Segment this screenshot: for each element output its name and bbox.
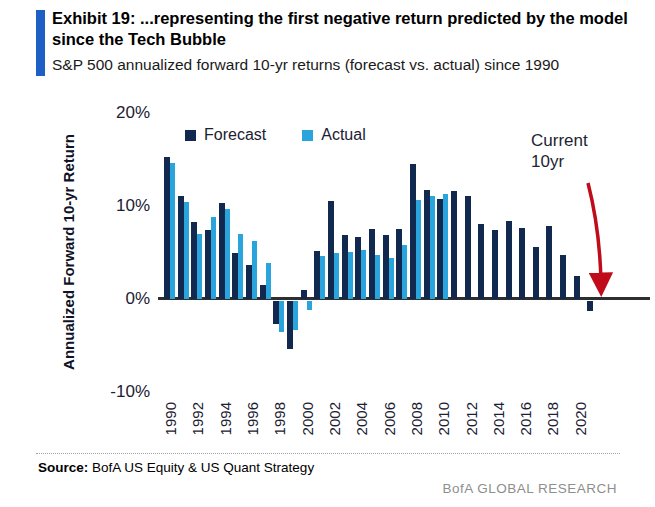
exhibit-page: Exhibit 19: ...representing the first ne…: [0, 0, 655, 507]
bar-actual-2003: [348, 252, 353, 299]
forecast-swatch-icon: [185, 130, 196, 141]
x-tick-label-1992: 1992: [189, 402, 205, 450]
chart-legend: Forecast Actual: [185, 126, 366, 144]
x-tick-label-1990: 1990: [162, 402, 178, 450]
bar-forecast-2011: [451, 191, 457, 299]
y-tick-label-0%: 0%: [88, 289, 150, 309]
bar-actual-1998: [279, 301, 284, 332]
y-tick-label-20%: 20%: [88, 103, 150, 123]
bar-actual-2007: [402, 245, 407, 299]
bar-actual-2009: [430, 196, 435, 299]
bar-actual-1999: [293, 301, 298, 330]
legend-item-forecast: Forecast: [185, 126, 266, 144]
legend-label-forecast: Forecast: [204, 126, 266, 144]
x-tick-label-2010: 2010: [435, 402, 451, 450]
bar-actual-1995: [238, 234, 243, 299]
bar-forecast-2019: [560, 255, 566, 299]
bar-actual-1990: [170, 163, 175, 299]
legend-item-actual: Actual: [302, 126, 365, 144]
brand-footer: BofA GLOBAL RESEARCH: [442, 481, 617, 496]
exhibit-title: Exhibit 19: ...representing the first ne…: [52, 8, 644, 51]
bar-actual-1997: [266, 263, 271, 299]
bar-forecast-2021: [587, 301, 593, 311]
legend-label-actual: Actual: [321, 126, 365, 144]
footer-divider: [36, 453, 620, 454]
bar-actual-2008: [416, 200, 421, 299]
bar-actual-1992: [197, 234, 202, 299]
y-tick-label-10%: 10%: [88, 196, 150, 216]
bar-actual-1991: [184, 202, 189, 299]
bar-actual-1993: [211, 217, 216, 299]
bar-forecast-2000: [301, 290, 307, 299]
x-tick-label-2016: 2016: [517, 402, 533, 450]
x-tick-label-2020: 2020: [572, 402, 588, 450]
source-text: BofA US Equity & US Quant Strategy: [88, 460, 314, 475]
x-tick-label-1998: 1998: [271, 402, 287, 450]
exhibit-subtitle: S&P 500 annualized forward 10-yr returns…: [52, 56, 652, 74]
bar-actual-1996: [252, 241, 257, 299]
bar-actual-2000: [307, 301, 312, 310]
y-axis-title: Annualized Forward 10-yr Return: [60, 107, 100, 397]
x-tick-label-2002: 2002: [326, 402, 342, 450]
bar-actual-2004: [361, 250, 366, 299]
source-line: Source: BofA US Equity & US Quant Strate…: [38, 460, 314, 475]
x-tick-label-2006: 2006: [381, 402, 397, 450]
bar-forecast-2014: [492, 230, 498, 299]
source-label: Source:: [38, 460, 88, 475]
bar-actual-2006: [389, 258, 394, 299]
bar-forecast-2016: [519, 228, 525, 299]
bar-forecast-2012: [465, 196, 471, 299]
y-tick-label--10%: -10%: [88, 382, 150, 402]
x-tick-label-1996: 1996: [244, 402, 260, 450]
x-tick-label-2012: 2012: [463, 402, 479, 450]
x-tick-label-2018: 2018: [544, 402, 560, 450]
bar-actual-2001: [320, 256, 325, 299]
x-tick-label-2000: 2000: [299, 402, 315, 450]
bar-actual-1994: [225, 209, 230, 299]
bar-actual-2010: [443, 194, 448, 299]
bar-forecast-2020: [574, 276, 580, 299]
bar-forecast-2018: [546, 226, 552, 299]
current-10yr-annotation: Current 10yr: [531, 130, 609, 173]
bar-forecast-2013: [478, 224, 484, 299]
actual-swatch-icon: [302, 130, 313, 141]
bar-actual-2002: [334, 253, 339, 299]
x-tick-label-2014: 2014: [490, 402, 506, 450]
x-tick-label-2004: 2004: [353, 402, 369, 450]
x-tick-label-2008: 2008: [408, 402, 424, 450]
bar-forecast-2017: [533, 247, 539, 299]
bar-forecast-2015: [506, 221, 512, 299]
bar-actual-2005: [375, 255, 380, 299]
title-accent-bar: [36, 10, 45, 76]
x-tick-label-1994: 1994: [217, 402, 233, 450]
